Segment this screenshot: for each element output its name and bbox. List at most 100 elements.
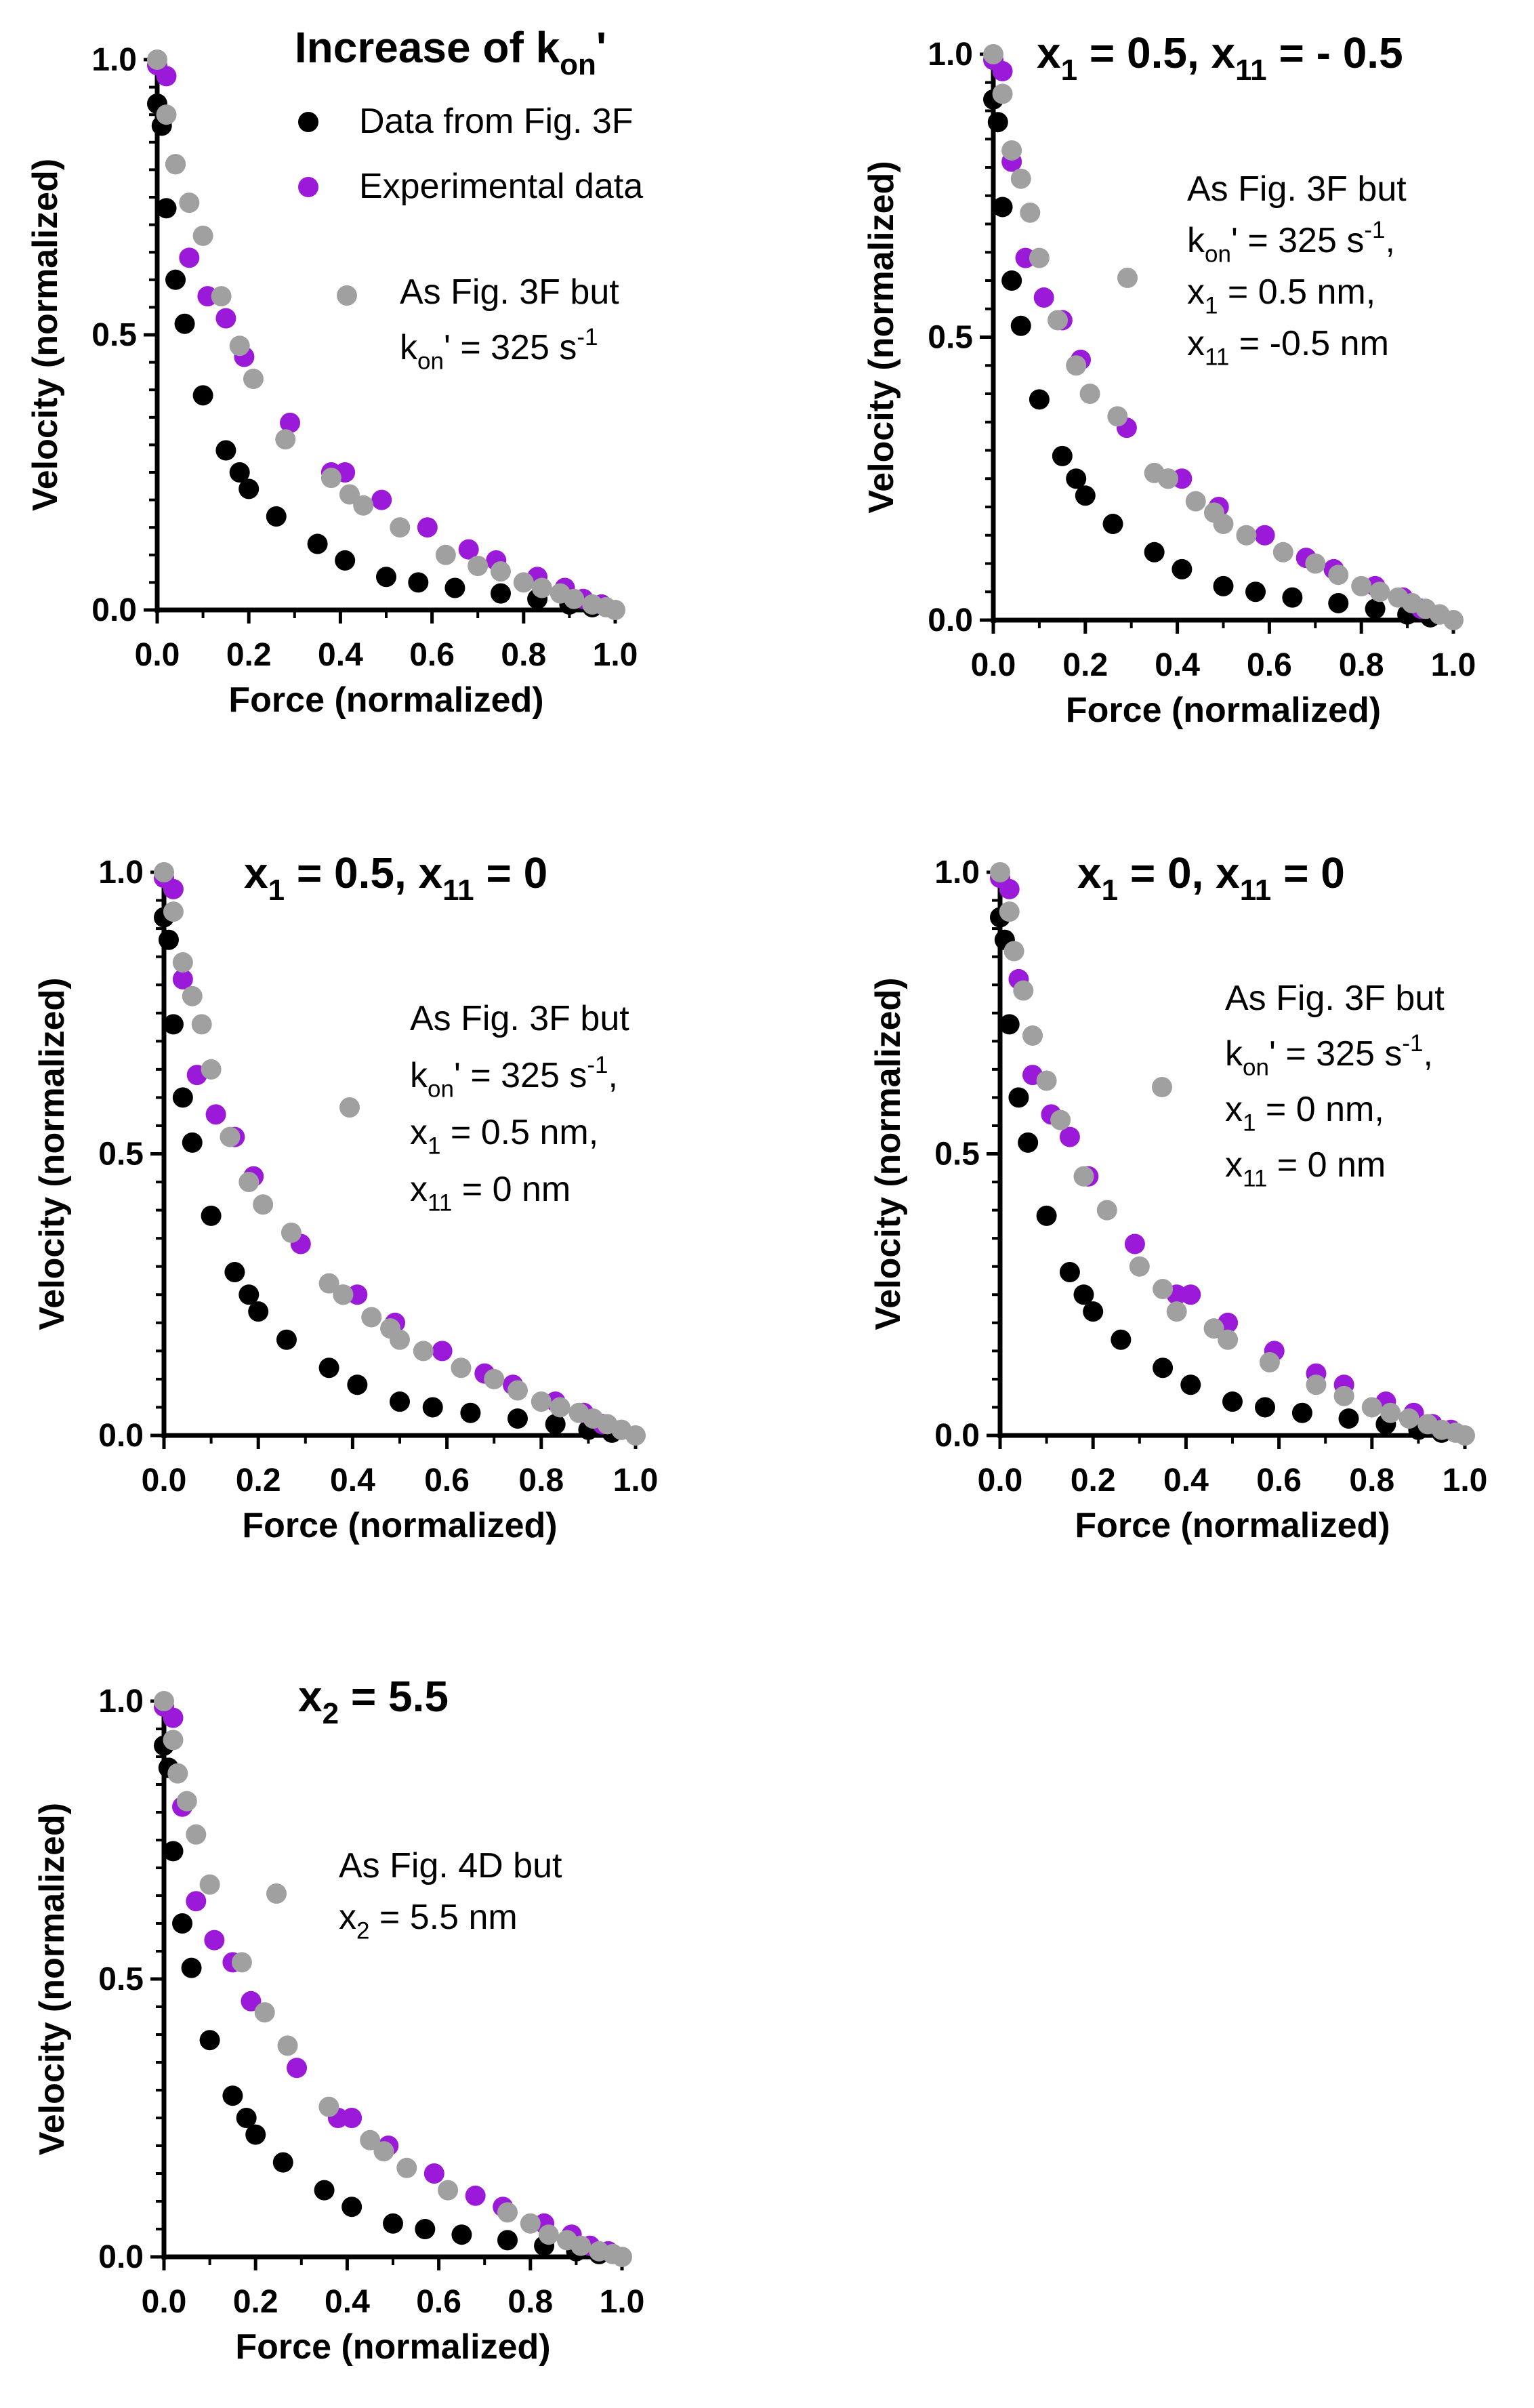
data-point-experimental bbox=[417, 517, 438, 538]
data-point-model bbox=[165, 154, 186, 175]
data-point-fig3f bbox=[390, 1391, 410, 1412]
data-point-model bbox=[1029, 247, 1050, 268]
data-point-fig3f bbox=[266, 506, 287, 527]
data-point-fig3f bbox=[1213, 575, 1234, 596]
data-point-experimental bbox=[1254, 525, 1275, 546]
data-point-model bbox=[1020, 202, 1041, 223]
data-point-model bbox=[413, 1341, 434, 1362]
x-tick-label: 0.6 bbox=[409, 637, 455, 673]
annotation-line: kon' = 325 s-1, bbox=[1187, 217, 1395, 267]
annotation-marker bbox=[1152, 1077, 1172, 1097]
data-point-experimental bbox=[992, 61, 1013, 82]
data-point-fig3f bbox=[1111, 1329, 1132, 1350]
data-point-fig3f bbox=[460, 1402, 481, 1423]
data-point-fig3f bbox=[992, 197, 1013, 218]
data-point-experimental bbox=[241, 1991, 262, 2012]
data-point-model bbox=[353, 495, 374, 516]
data-point-fig3f bbox=[1036, 1205, 1057, 1226]
data-point-experimental bbox=[1059, 1126, 1080, 1147]
annotation-line: x11 = 0 nm bbox=[410, 1170, 571, 1217]
data-point-model bbox=[172, 952, 193, 973]
annotation-line: As Fig. 3F but bbox=[1187, 169, 1407, 209]
data-point-model bbox=[1158, 468, 1179, 489]
data-point-model bbox=[163, 901, 184, 922]
series-fig3f bbox=[147, 93, 603, 617]
data-point-model bbox=[1013, 980, 1034, 1001]
x-tick-label: 0.2 bbox=[236, 1463, 281, 1498]
data-point-model bbox=[156, 104, 177, 125]
data-point-experimental bbox=[205, 1104, 226, 1125]
panel-a: Increase of kon' 0.0 0.2 0.4 0.6 0.8 1.0 0.0 0.5… bbox=[26, 23, 643, 720]
data-point-model bbox=[360, 2129, 381, 2150]
x-tick-label: 0.6 bbox=[1247, 647, 1292, 683]
annotation-marker bbox=[266, 1883, 287, 1904]
data-point-fig3f bbox=[1282, 587, 1303, 608]
data-point-experimental bbox=[163, 1707, 184, 1728]
data-point-model bbox=[1066, 355, 1087, 376]
x-tick-label: 0.8 bbox=[1349, 1463, 1394, 1498]
data-point-model bbox=[451, 1358, 472, 1379]
data-point-fig3f bbox=[1328, 592, 1349, 613]
data-point-fig3f bbox=[1066, 468, 1087, 489]
data-point-model bbox=[571, 2235, 592, 2256]
data-point-fig3f bbox=[215, 440, 236, 461]
data-point-model bbox=[239, 1172, 260, 1193]
annotation-line: kon' = 325 s-1 bbox=[400, 324, 598, 374]
y-tick-label: 0.5 bbox=[928, 320, 973, 356]
data-point-model bbox=[1455, 1425, 1475, 1446]
series-model bbox=[983, 44, 1464, 630]
data-point-model bbox=[220, 1126, 241, 1147]
panel-title: x1 = 0.5, x11 = 0 bbox=[244, 849, 547, 907]
x-tick-label: 1.0 bbox=[593, 637, 638, 673]
data-point-fig3f bbox=[1172, 558, 1193, 579]
x-tick-label: 0.0 bbox=[978, 1463, 1023, 1498]
x-tick-label: 0.0 bbox=[135, 637, 180, 673]
data-point-model bbox=[612, 2247, 632, 2267]
data-point-model bbox=[199, 1874, 220, 1895]
data-point-experimental bbox=[458, 539, 479, 560]
data-point-model bbox=[1333, 1385, 1354, 1406]
panel-title: Increase of kon' bbox=[295, 23, 606, 81]
x-tick-label: 0.0 bbox=[142, 1463, 187, 1498]
series-experimental bbox=[154, 868, 632, 1440]
data-point-model bbox=[605, 600, 625, 620]
data-point-model bbox=[538, 2224, 559, 2245]
annotation-line: x11 = 0 nm bbox=[1225, 1145, 1386, 1192]
x-tick-label: 1.0 bbox=[613, 1463, 659, 1498]
data-point-fig3f bbox=[444, 577, 465, 598]
data-point-fig3f bbox=[451, 2224, 472, 2245]
legend-marker-fig3f bbox=[298, 112, 318, 132]
data-point-fig3f bbox=[1338, 1408, 1359, 1429]
data-point-fig3f bbox=[174, 313, 195, 334]
data-point-model bbox=[1107, 406, 1128, 427]
panel-c: x1 = 0.5, x11 = 0 0.0 0.2 0.4 0.6 0.8 1.0 0.0 0.… bbox=[33, 849, 658, 1545]
annotation-line: x1 = 0.5 nm, bbox=[410, 1113, 598, 1160]
data-point-fig3f bbox=[1073, 1284, 1094, 1305]
annotation-marker bbox=[339, 1097, 360, 1118]
data-point-fig3f bbox=[239, 478, 260, 499]
series-model bbox=[990, 862, 1475, 1446]
x-axis-label: Force (normalized) bbox=[1066, 691, 1381, 730]
data-point-fig3f bbox=[497, 2230, 518, 2251]
data-point-model bbox=[1361, 1397, 1382, 1418]
y-tick-label: 1.0 bbox=[928, 37, 973, 73]
data-point-fig3f bbox=[276, 1329, 297, 1350]
data-point-model bbox=[1185, 491, 1206, 512]
x-axis-label: Force (normalized) bbox=[235, 2327, 550, 2367]
data-point-fig3f bbox=[1255, 1397, 1276, 1418]
data-point-model bbox=[1218, 1329, 1239, 1350]
annotation-marker bbox=[1117, 268, 1138, 288]
data-point-fig3f bbox=[1153, 1358, 1174, 1379]
data-point-experimental bbox=[423, 2163, 444, 2184]
data-point-fig3f bbox=[224, 1262, 245, 1283]
data-point-fig3f bbox=[408, 572, 429, 593]
data-point-model bbox=[1010, 168, 1031, 189]
annotation-line: x2 = 5.5 nm bbox=[339, 1898, 518, 1944]
y-tick-label: 1.0 bbox=[98, 855, 144, 891]
data-point-model bbox=[1073, 1166, 1094, 1187]
annotation-line: x1 = 0.5 nm, bbox=[1187, 272, 1375, 319]
data-point-experimental bbox=[215, 308, 236, 329]
data-point-fig3f bbox=[245, 2124, 266, 2145]
data-point-model bbox=[1351, 575, 1372, 596]
data-point-fig3f bbox=[1291, 1402, 1312, 1423]
